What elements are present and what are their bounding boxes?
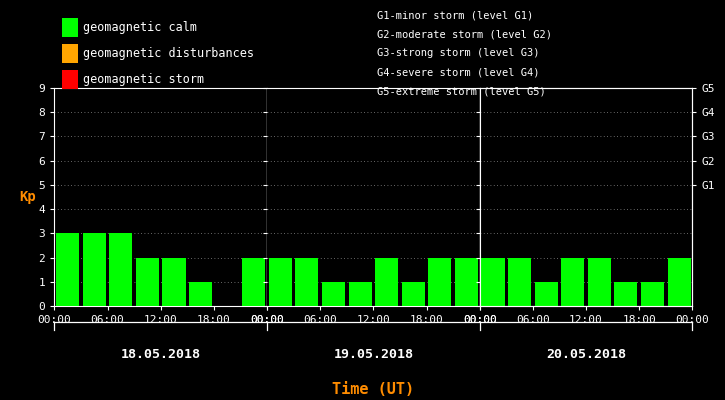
Bar: [322, 282, 345, 306]
Text: 18.05.2018: 18.05.2018: [120, 348, 201, 360]
Text: 20.05.2018: 20.05.2018: [546, 348, 626, 360]
Y-axis label: Kp: Kp: [19, 190, 36, 204]
Text: 19.05.2018: 19.05.2018: [334, 348, 413, 360]
Text: geomagnetic storm: geomagnetic storm: [83, 73, 204, 86]
Bar: [402, 282, 425, 306]
Bar: [189, 282, 212, 306]
Text: geomagnetic disturbances: geomagnetic disturbances: [83, 47, 254, 60]
Bar: [349, 282, 372, 306]
Bar: [242, 258, 265, 306]
Text: geomagnetic calm: geomagnetic calm: [83, 21, 197, 34]
Text: G2-moderate storm (level G2): G2-moderate storm (level G2): [377, 29, 552, 39]
Bar: [375, 258, 398, 306]
Text: G3-strong storm (level G3): G3-strong storm (level G3): [377, 48, 539, 58]
Text: G5-extreme storm (level G5): G5-extreme storm (level G5): [377, 87, 546, 97]
Bar: [561, 258, 584, 306]
Bar: [455, 258, 478, 306]
Bar: [481, 258, 505, 306]
Bar: [428, 258, 452, 306]
Bar: [641, 282, 664, 306]
Text: G1-minor storm (level G1): G1-minor storm (level G1): [377, 10, 534, 20]
Bar: [83, 233, 106, 306]
Bar: [668, 258, 691, 306]
Bar: [269, 258, 292, 306]
Text: G4-severe storm (level G4): G4-severe storm (level G4): [377, 68, 539, 78]
Bar: [295, 258, 318, 306]
Bar: [109, 233, 133, 306]
Bar: [534, 282, 558, 306]
Bar: [614, 282, 637, 306]
Bar: [588, 258, 611, 306]
Bar: [136, 258, 159, 306]
Bar: [508, 258, 531, 306]
Bar: [56, 233, 79, 306]
Bar: [162, 258, 186, 306]
Text: Time (UT): Time (UT): [332, 382, 415, 398]
